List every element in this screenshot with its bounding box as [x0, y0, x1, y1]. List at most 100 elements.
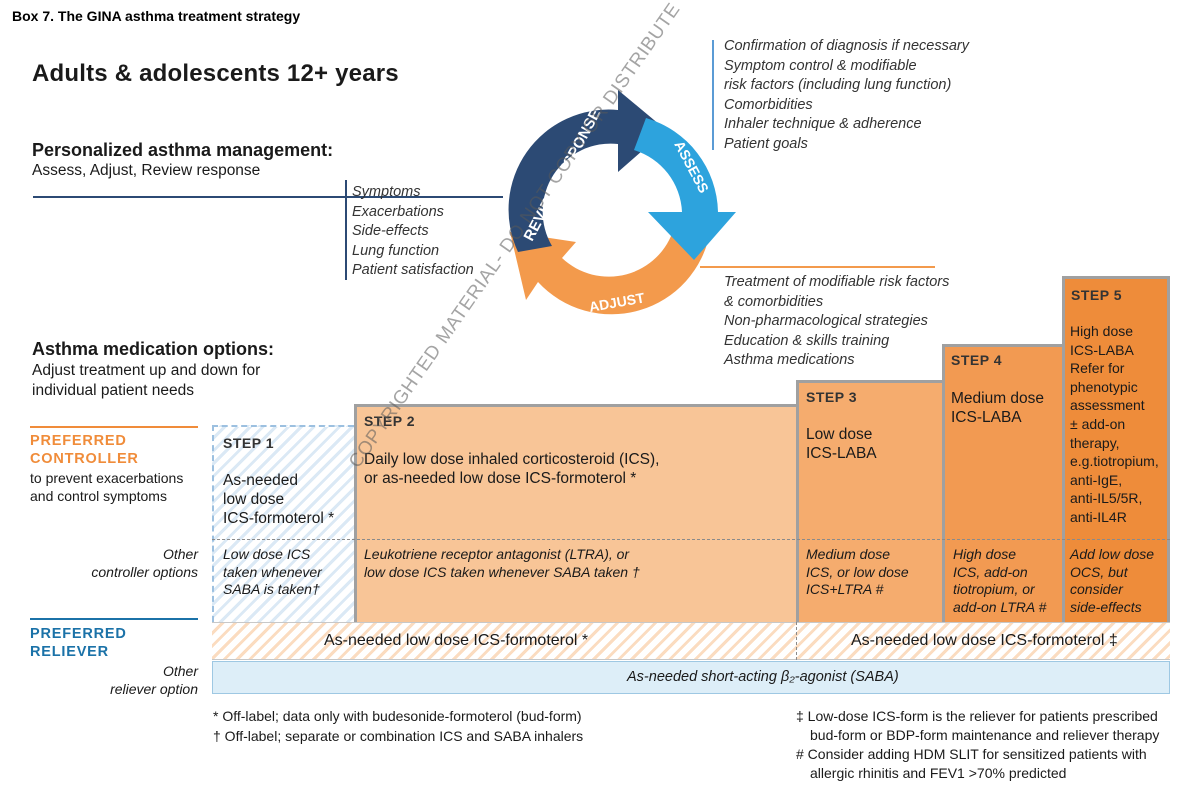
preferred-reliever-label: PREFERRED RELIEVER	[30, 625, 127, 661]
footnote-line: bud-form or BDP-form maintenance and rel…	[810, 727, 1160, 743]
reliever-divider	[30, 618, 198, 620]
other-line: OCS, but	[1070, 563, 1128, 580]
footnote-dagger: † Off-label; separate or combination ICS…	[213, 728, 584, 744]
step-5-label: STEP 5	[1071, 287, 1122, 303]
step-2-controller: Daily low dose inhaled corticosteroid (I…	[364, 450, 659, 488]
controller-line: phenotypic	[1070, 378, 1138, 395]
reliever-steps-1-2: As-needed low dose ICS-formoterol *	[324, 632, 589, 649]
label-line: Other	[162, 663, 198, 679]
other-line: Low dose ICS	[223, 546, 311, 562]
other-line: add-on LTRA #	[953, 598, 1047, 615]
controller-line: assessment	[1070, 397, 1145, 414]
other-line: Medium dose	[806, 546, 891, 562]
assess-item: Comorbidities	[724, 96, 813, 113]
footnote-line: ‡ Low-dose ICS-form is the reliever for …	[796, 708, 1158, 724]
step-4-block	[942, 344, 1062, 622]
step-3-block	[796, 380, 942, 622]
other-controller-label: Other controller options	[40, 545, 198, 581]
preferred-controller-label: PREFERRED CONTROLLER	[30, 432, 139, 468]
controller-line: ± add-on	[1070, 415, 1126, 432]
review-item: Lung function	[352, 242, 440, 259]
step-3-controller: Low dose ICS-LABA	[806, 425, 877, 463]
other-line: side-effects	[1070, 598, 1142, 615]
other-line: SABA is taken†	[223, 581, 320, 597]
adjust-item: Education & skills training	[724, 332, 890, 349]
assess-item: Patient goals	[724, 135, 808, 152]
other-line: ICS, or low dose	[806, 563, 909, 580]
footnote-star: * Off-label; data only with budesonide-f…	[213, 708, 582, 724]
controller-line: anti-IgE,	[1070, 471, 1123, 488]
footnote-line: allergic rhinitis and FEV1 >70% predicte…	[810, 765, 1067, 781]
controller-line: ICS-LABA	[806, 445, 877, 462]
other-line: Leukotriene receptor antagonist (LTRA), …	[364, 546, 630, 562]
step-2-block	[354, 404, 796, 622]
controller-line: anti-IL5/5R,	[1070, 490, 1143, 507]
controller-line: low dose	[223, 491, 285, 508]
footnote-ddagger: ‡ Low-dose ICS-form is the reliever for …	[796, 707, 1159, 745]
reliever-divider-line	[796, 622, 797, 660]
controller-note: to prevent exacerbations and control sym…	[30, 469, 183, 505]
step-4-other-controller: High dose ICS, add-on tiotropium, or add…	[953, 546, 1046, 616]
medication-heading: Asthma medication options:	[32, 339, 275, 359]
note-line: and control symptoms	[30, 488, 167, 504]
assess-arrow	[634, 118, 736, 260]
other-line: consider	[1070, 581, 1123, 597]
step-1-controller: As-needed low dose ICS-formoterol *	[223, 471, 334, 528]
controller-line: Medium dose	[951, 390, 1045, 407]
other-line: tiotropium, or	[953, 581, 1035, 597]
box-title: Box 7. The GINA asthma treatment strateg…	[12, 8, 301, 24]
other-line: High dose	[953, 546, 1017, 562]
step-3-other-controller: Medium dose ICS, or low dose ICS+LTRA #	[806, 546, 909, 599]
controller-line: ICS-LABA	[1070, 341, 1134, 358]
assess-items: Confirmation of diagnosis if necessary S…	[724, 37, 969, 155]
assess-item: Confirmation of diagnosis if necessary	[724, 38, 970, 54]
assess-connector	[712, 40, 714, 150]
controller-line: ICS-LABA	[951, 409, 1022, 426]
step-4-controller: Medium dose ICS-LABA	[951, 389, 1044, 427]
review-item: Patient satisfaction	[352, 262, 474, 279]
other-line: low dose ICS taken whenever SABA taken †	[364, 563, 640, 580]
step-2-label: STEP 2	[364, 413, 415, 429]
treatment-cycle: REVIEW RESPONSE ASSESS ADJUST	[508, 90, 736, 315]
other-reliever-label: Other reliever option	[40, 662, 198, 698]
controller-line: As-needed	[223, 472, 298, 489]
controller-line: Refer for	[1070, 360, 1125, 377]
personalized-connector	[33, 196, 503, 198]
controller-line: High dose	[1070, 323, 1134, 339]
step-4-label: STEP 4	[951, 352, 1002, 368]
controller-line: therapy,	[1070, 434, 1120, 451]
reliever-steps-3-5: As-needed low dose ICS-formoterol ‡	[851, 632, 1118, 649]
other-reliever-band	[212, 661, 1170, 694]
label-line: reliever option	[110, 681, 198, 697]
adjust-item: Treatment of modifiable risk factors	[724, 274, 950, 290]
review-items: Symptoms Exacerbations Side-effects Lung…	[352, 183, 474, 281]
adjust-arrow	[510, 228, 710, 315]
label-line: Other	[162, 546, 198, 562]
preferred-reliever-band	[212, 622, 1170, 660]
medication-sub-line: Adjust treatment up and down for	[32, 362, 261, 379]
step-5-block	[1062, 276, 1170, 622]
assess-item: risk factors (including lung function)	[724, 77, 952, 94]
label-line: controller options	[91, 564, 198, 580]
footnote-hash: # Consider adding HDM SLIT for sensitize…	[796, 745, 1147, 783]
adjust-connector	[700, 266, 935, 268]
label-line: PREFERRED	[30, 626, 127, 642]
assess-item: Symptom control & modifiable	[724, 57, 917, 74]
review-item: Exacerbations	[352, 203, 444, 220]
personalized-heading: Personalized asthma management:	[32, 140, 334, 160]
controller-line: ICS-formoterol *	[223, 510, 335, 527]
note-line: to prevent exacerbations	[30, 470, 184, 486]
controller-line: e.g.tiotropium,	[1070, 453, 1159, 470]
step-3-label: STEP 3	[806, 389, 857, 405]
label-line: PREFERRED	[30, 433, 127, 449]
review-item: Symptoms	[352, 184, 421, 200]
step-5-other-controller: Add low dose OCS, but consider side-effe…	[1070, 546, 1154, 616]
controller-line: or as-needed low dose ICS-formoterol *	[364, 470, 637, 487]
medication-sub-line: individual patient needs	[32, 382, 195, 399]
label-line: RELIEVER	[30, 644, 109, 660]
assess-item: Inhaler technique & adherence	[724, 116, 922, 133]
step-1-other-controller: Low dose ICS taken whenever SABA is take…	[223, 546, 322, 599]
controller-line: Daily low dose inhaled corticosteroid (I…	[364, 451, 660, 468]
step-5-controller: High dose ICS-LABA Refer for phenotypic …	[1070, 322, 1159, 527]
controller-line: anti-IL4R	[1070, 508, 1127, 525]
